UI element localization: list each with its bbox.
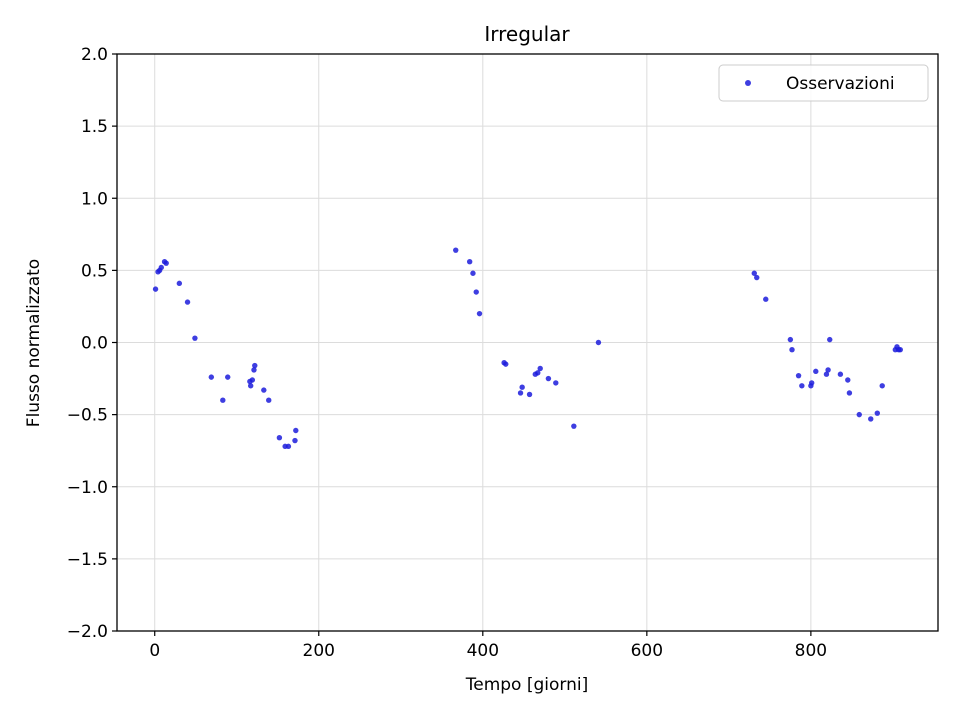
y-tick-label: 1.5 bbox=[81, 117, 108, 137]
data-point bbox=[261, 387, 267, 393]
legend: Osservazioni bbox=[718, 64, 929, 102]
data-point bbox=[545, 375, 552, 382]
data-point bbox=[763, 296, 769, 302]
y-tick-label: 0.0 bbox=[81, 334, 108, 354]
data-point bbox=[453, 247, 459, 253]
data-point bbox=[466, 259, 473, 265]
data-point bbox=[897, 347, 903, 353]
x-tick-label: 600 bbox=[631, 641, 663, 661]
y-tick-label: −1.5 bbox=[67, 550, 108, 570]
x-tick-label: 200 bbox=[303, 641, 335, 661]
data-point bbox=[473, 289, 479, 295]
data-point bbox=[535, 370, 541, 376]
data-point bbox=[208, 374, 215, 380]
data-point bbox=[476, 310, 483, 317]
data-point bbox=[808, 380, 815, 386]
data-point bbox=[176, 280, 183, 287]
data-point bbox=[517, 390, 524, 396]
data-point bbox=[285, 443, 292, 450]
legend-label: Osservazioni bbox=[786, 74, 895, 94]
data-point bbox=[571, 423, 577, 429]
data-point bbox=[846, 390, 853, 396]
data-point bbox=[266, 397, 272, 403]
y-tick-label: −0.5 bbox=[67, 406, 108, 426]
data-point bbox=[192, 335, 198, 341]
data-point bbox=[225, 374, 231, 380]
data-point bbox=[874, 410, 881, 416]
y-tick-label: −2.0 bbox=[67, 622, 108, 642]
data-point bbox=[825, 367, 831, 373]
axis-ticks: 0 200 400 600 800 2.0 1.5 1.0 0.5 0.0 −0.5 −1.0 −1.5… bbox=[67, 45, 827, 661]
data-point bbox=[276, 435, 283, 441]
x-tick-label: 400 bbox=[467, 641, 499, 661]
x-tick-label: 0 bbox=[149, 641, 160, 661]
data-point bbox=[470, 270, 476, 276]
data-point bbox=[158, 264, 164, 271]
y-tick-label: 2.0 bbox=[81, 45, 108, 65]
y-tick-label: −1.0 bbox=[67, 478, 108, 498]
data-point bbox=[249, 377, 256, 383]
data-point bbox=[879, 383, 885, 389]
data-point bbox=[813, 368, 819, 375]
data-point bbox=[856, 411, 862, 418]
data-point bbox=[292, 437, 298, 444]
data-point bbox=[795, 372, 802, 379]
data-point bbox=[787, 336, 794, 343]
data-point bbox=[247, 383, 254, 389]
data-point bbox=[845, 377, 851, 383]
data-point bbox=[184, 299, 191, 305]
data-point bbox=[595, 339, 602, 346]
data-point bbox=[751, 270, 757, 276]
data-point bbox=[827, 336, 833, 343]
data-point bbox=[220, 397, 226, 403]
data-point bbox=[868, 416, 874, 422]
data-point bbox=[799, 383, 805, 389]
data-point bbox=[163, 260, 169, 266]
data-point bbox=[789, 347, 795, 353]
y-tick-label: 0.5 bbox=[81, 261, 108, 281]
legend-marker bbox=[745, 80, 751, 86]
x-tick-label: 800 bbox=[795, 641, 827, 661]
data-point bbox=[152, 286, 159, 292]
data-point bbox=[251, 367, 257, 373]
data-point bbox=[293, 427, 299, 434]
y-axis-label: Flusso normalizzato bbox=[24, 259, 44, 427]
y-tick-label: 1.0 bbox=[81, 189, 108, 209]
data-point bbox=[503, 361, 509, 367]
data-point bbox=[252, 362, 258, 369]
legend-box bbox=[718, 64, 929, 102]
data-point bbox=[754, 274, 760, 281]
data-point bbox=[823, 371, 830, 377]
chart-title: Irregular bbox=[484, 22, 570, 46]
data-point bbox=[526, 391, 533, 398]
data-point bbox=[837, 371, 844, 377]
data-points bbox=[152, 247, 903, 450]
data-point bbox=[553, 380, 559, 386]
data-point bbox=[519, 384, 525, 390]
x-axis-label: Tempo [giorni] bbox=[465, 675, 588, 695]
data-point bbox=[537, 365, 543, 372]
